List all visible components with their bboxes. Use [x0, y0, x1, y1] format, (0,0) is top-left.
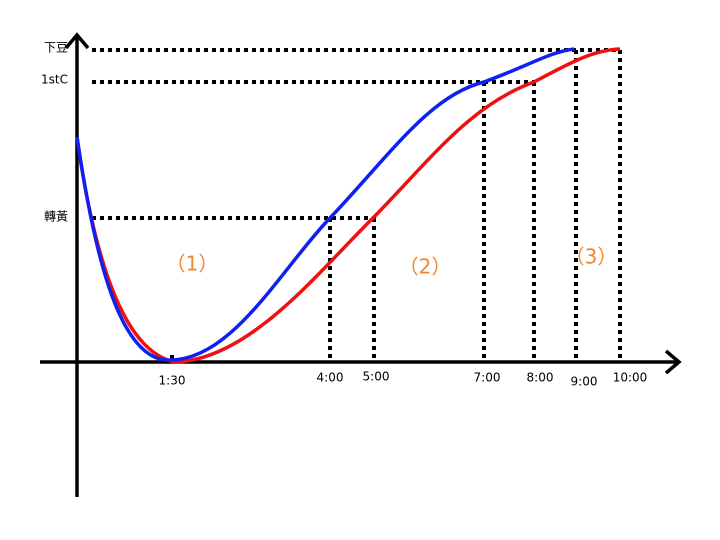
x-label: 1:30	[159, 374, 186, 388]
phase-label: （1）	[166, 252, 219, 276]
y-label: 1stC	[41, 73, 68, 87]
guide-lines	[92, 48, 622, 362]
y-label: 下豆	[44, 41, 68, 55]
x-label: 5:00	[363, 370, 390, 384]
x-label: 9:00	[571, 375, 598, 389]
x-label: 7:00	[474, 371, 501, 385]
red-curve	[75, 47, 621, 364]
phase-label: （2）	[399, 255, 452, 279]
x-label: 10:00	[613, 371, 648, 385]
blue-curve	[75, 47, 575, 362]
x-label: 4:00	[317, 371, 344, 385]
y-label: 轉黃	[44, 210, 68, 224]
x-axis-arrow	[664, 349, 682, 375]
x-label: 8:00	[527, 371, 554, 385]
phase-label: （3）	[565, 245, 618, 269]
y-axis-arrow	[64, 32, 90, 50]
